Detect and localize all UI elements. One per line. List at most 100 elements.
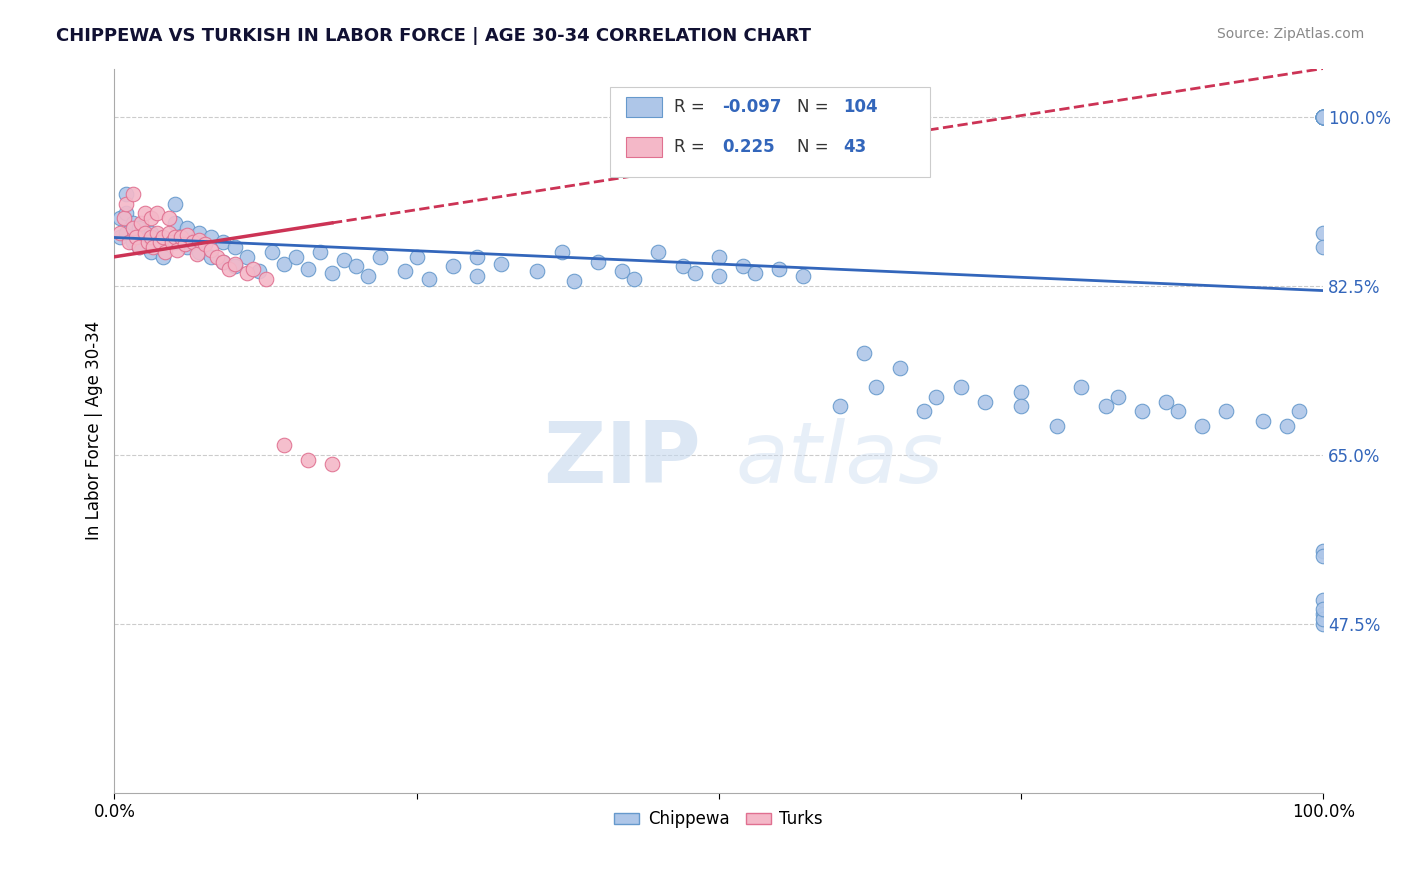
Bar [626, 96, 662, 117]
Point [212, 235, 235, 250]
Point [1312, 544, 1334, 558]
Point [163, 196, 186, 211]
Bar [626, 136, 662, 157]
Point [683, 266, 706, 280]
Point [115, 226, 138, 240]
Text: -0.097: -0.097 [723, 98, 782, 116]
Point [321, 266, 343, 280]
Point [1312, 549, 1334, 563]
Point [170, 230, 193, 244]
Point [115, 206, 138, 220]
Point [134, 230, 156, 244]
Point [176, 227, 198, 242]
Point [128, 240, 150, 254]
Point [139, 230, 162, 244]
Point [163, 230, 186, 244]
Text: 104: 104 [844, 98, 877, 116]
Point [707, 250, 730, 264]
Point [973, 394, 995, 409]
Point [707, 269, 730, 284]
Point [134, 206, 156, 220]
Point [200, 230, 222, 244]
Point [731, 260, 754, 274]
Text: N =: N = [797, 98, 834, 116]
Point [157, 211, 180, 226]
Point [115, 187, 138, 202]
Point [768, 262, 790, 277]
Point [1312, 110, 1334, 124]
Point [441, 260, 464, 274]
Point [1312, 110, 1334, 124]
Point [1312, 110, 1334, 124]
Point [110, 226, 132, 240]
Point [610, 264, 633, 278]
Point [188, 226, 211, 240]
Point [1154, 394, 1177, 409]
Point [200, 250, 222, 264]
Point [489, 256, 512, 270]
Point [1312, 607, 1334, 621]
Point [1215, 404, 1237, 418]
Point [586, 254, 609, 268]
Point [1167, 404, 1189, 418]
Point [224, 240, 246, 254]
Text: 0.225: 0.225 [723, 137, 775, 156]
Text: ZIP: ZIP [543, 418, 702, 501]
Text: N =: N = [797, 137, 834, 156]
Point [1130, 404, 1153, 418]
Point [188, 233, 211, 247]
Point [1312, 240, 1334, 254]
Point [110, 211, 132, 226]
Point [1312, 110, 1334, 124]
Point [562, 274, 585, 288]
Point [212, 254, 235, 268]
Point [647, 244, 669, 259]
Point [889, 360, 911, 375]
Point [121, 216, 143, 230]
Point [671, 260, 693, 274]
Point [852, 346, 875, 360]
Point [110, 230, 132, 244]
Point [176, 220, 198, 235]
Point [142, 240, 165, 254]
Point [166, 243, 188, 257]
Point [1288, 404, 1310, 418]
Text: R =: R = [673, 137, 710, 156]
Point [152, 250, 174, 264]
Point [526, 264, 548, 278]
Point [1312, 110, 1334, 124]
Point [1070, 380, 1092, 394]
Point [249, 264, 271, 278]
Point [1312, 110, 1334, 124]
Point [1010, 384, 1032, 399]
Point [242, 262, 264, 277]
Point [145, 206, 167, 220]
Y-axis label: In Labor Force | Age 30-34: In Labor Force | Age 30-34 [86, 321, 103, 541]
Point [1010, 400, 1032, 414]
Point [139, 244, 162, 259]
Point [744, 266, 766, 280]
Point [254, 272, 277, 286]
Point [792, 269, 814, 284]
Point [550, 244, 572, 259]
Point [273, 256, 295, 270]
Point [828, 400, 851, 414]
Point [1312, 110, 1334, 124]
Point [465, 269, 488, 284]
Point [118, 235, 141, 250]
Point [236, 250, 259, 264]
Point [163, 216, 186, 230]
Point [236, 266, 259, 280]
Point [623, 272, 645, 286]
Point [1312, 110, 1334, 124]
Point [153, 244, 176, 259]
Point [188, 244, 211, 259]
Point [333, 252, 356, 267]
Point [1312, 110, 1334, 124]
Point [273, 438, 295, 452]
Point [309, 244, 332, 259]
Point [224, 256, 246, 270]
Point [136, 235, 159, 250]
Point [212, 254, 235, 268]
Point [121, 220, 143, 235]
